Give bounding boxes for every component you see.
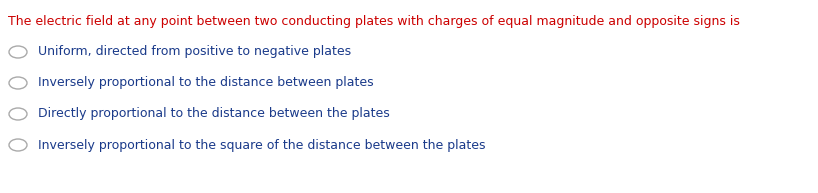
Text: Inversely proportional to the square of the distance between the plates: Inversely proportional to the square of … [38, 139, 486, 152]
Text: The electric field at any point between two conducting plates with charges of eq: The electric field at any point between … [8, 15, 739, 28]
Text: Uniform, directed from positive to negative plates: Uniform, directed from positive to negat… [38, 46, 351, 58]
Text: Inversely proportional to the distance between plates: Inversely proportional to the distance b… [38, 76, 374, 90]
Text: Directly proportional to the distance between the plates: Directly proportional to the distance be… [38, 108, 389, 120]
